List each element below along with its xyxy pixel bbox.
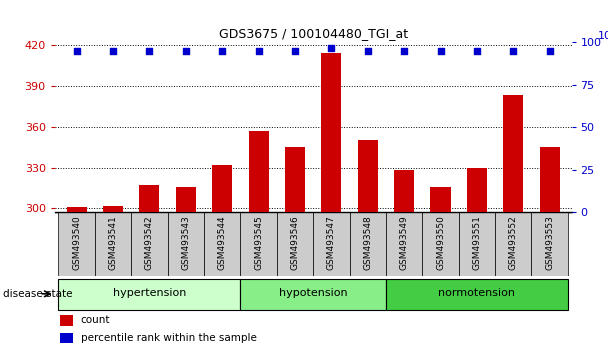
Text: GSM493540: GSM493540 — [72, 216, 81, 270]
Text: percentile rank within the sample: percentile rank within the sample — [80, 333, 257, 343]
Text: GSM493552: GSM493552 — [509, 216, 518, 270]
Point — [72, 48, 81, 54]
Bar — [423, 212, 458, 276]
Bar — [430, 187, 451, 212]
Bar — [60, 315, 73, 326]
Bar — [540, 147, 560, 212]
Text: hypotension: hypotension — [279, 288, 347, 298]
Text: GSM493544: GSM493544 — [218, 216, 227, 270]
Bar — [313, 212, 350, 276]
Text: GSM493543: GSM493543 — [181, 216, 190, 270]
Bar — [386, 212, 423, 276]
Text: GSM493542: GSM493542 — [145, 216, 154, 270]
Bar — [321, 53, 341, 212]
Bar — [139, 185, 159, 212]
Text: GSM493547: GSM493547 — [327, 216, 336, 270]
Bar — [503, 96, 523, 212]
Point — [399, 48, 409, 54]
Bar — [386, 279, 568, 310]
Point — [108, 48, 118, 54]
Point — [181, 48, 190, 54]
Bar — [103, 206, 123, 212]
Point — [508, 48, 518, 54]
Bar — [95, 212, 131, 276]
Text: GSM493549: GSM493549 — [399, 216, 409, 270]
Bar — [176, 187, 196, 212]
Bar — [467, 167, 487, 212]
Text: GSM493546: GSM493546 — [291, 216, 299, 270]
Bar — [285, 147, 305, 212]
Text: GSM493541: GSM493541 — [108, 216, 117, 270]
Text: GSM493545: GSM493545 — [254, 216, 263, 270]
Text: normotension: normotension — [438, 288, 516, 298]
Point — [217, 48, 227, 54]
Text: 100%: 100% — [597, 31, 608, 41]
Bar — [212, 165, 232, 212]
Text: hypertension: hypertension — [112, 288, 186, 298]
Bar — [58, 212, 95, 276]
Point — [363, 48, 373, 54]
Bar — [249, 131, 269, 212]
Bar — [66, 207, 86, 212]
Bar — [277, 212, 313, 276]
Text: GSM493550: GSM493550 — [436, 216, 445, 270]
Text: disease state: disease state — [3, 289, 72, 299]
Text: GSM493551: GSM493551 — [472, 216, 482, 270]
Bar — [350, 212, 386, 276]
Bar — [394, 170, 414, 212]
Point — [472, 48, 482, 54]
Point — [290, 48, 300, 54]
Bar — [60, 333, 73, 343]
Bar — [458, 212, 495, 276]
Bar — [131, 212, 168, 276]
Point — [145, 48, 154, 54]
Text: GSM493553: GSM493553 — [545, 216, 554, 270]
Point — [254, 48, 263, 54]
Bar — [168, 212, 204, 276]
Bar — [58, 279, 240, 310]
Title: GDS3675 / 100104480_TGI_at: GDS3675 / 100104480_TGI_at — [218, 27, 408, 40]
Point — [436, 48, 446, 54]
Bar — [358, 140, 378, 212]
Text: count: count — [80, 315, 110, 325]
Point — [545, 48, 554, 54]
Bar — [240, 212, 277, 276]
Bar — [495, 212, 531, 276]
Bar — [240, 279, 386, 310]
Text: GSM493548: GSM493548 — [363, 216, 372, 270]
Point — [326, 45, 336, 50]
Bar — [531, 212, 568, 276]
Bar — [204, 212, 240, 276]
